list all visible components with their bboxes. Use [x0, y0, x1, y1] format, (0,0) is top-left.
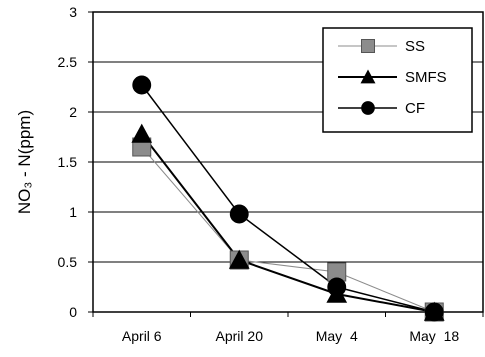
- y-tick-label: 1: [69, 204, 77, 220]
- series-ss: [141, 146, 435, 313]
- x-tick-label: May 18: [409, 328, 459, 344]
- legend-item-cf: CF: [338, 100, 425, 117]
- series-group: [131, 75, 445, 322]
- legend-label: SMFS: [405, 69, 447, 86]
- point-marker: [361, 39, 375, 53]
- point-marker: [131, 123, 153, 143]
- y-axis-ticks: 0 0.5 1 1.5 2 2.5 3: [58, 4, 93, 320]
- series-smfs: [140, 133, 435, 313]
- point-marker: [361, 101, 375, 115]
- series-line: [141, 146, 435, 313]
- legend-label: SS: [405, 38, 425, 55]
- y-tick-label: 2.5: [58, 54, 78, 70]
- series-smfs-markers: [131, 123, 445, 321]
- x-tick-label: May 4: [316, 328, 358, 344]
- point-marker: [228, 249, 250, 269]
- y-tick-label: 0: [69, 304, 77, 320]
- point-marker: [132, 75, 152, 95]
- x-tick-label: April 6: [122, 328, 162, 344]
- point-marker: [424, 302, 444, 322]
- legend: SS SMFS CF: [322, 27, 473, 133]
- plot-area: [92, 11, 484, 313]
- series-ss-markers: [132, 137, 444, 322]
- y-tick-label: 3: [69, 4, 77, 20]
- point-marker: [360, 69, 376, 84]
- series-line: [140, 133, 435, 313]
- legend-label: CF: [405, 100, 425, 117]
- legend-item-ss: SS: [338, 38, 425, 55]
- y-tick-label: 0.5: [58, 254, 78, 270]
- x-tick-label: April 20: [216, 328, 264, 344]
- y-tick-label: 1.5: [58, 154, 78, 170]
- y-axis-label: NO₃ - N(ppm): [15, 110, 34, 214]
- legend-item-smfs: SMFS: [338, 69, 447, 86]
- x-axis-ticks: April 6 April 20 May 4 May 18: [92, 312, 484, 344]
- series-cf-markers: [132, 75, 444, 322]
- point-marker: [327, 277, 347, 297]
- series-cf: [141, 84, 435, 313]
- y-tick-label: 2: [69, 104, 77, 120]
- point-marker: [229, 204, 249, 224]
- legend-box: [322, 27, 473, 133]
- series-line: [141, 84, 435, 313]
